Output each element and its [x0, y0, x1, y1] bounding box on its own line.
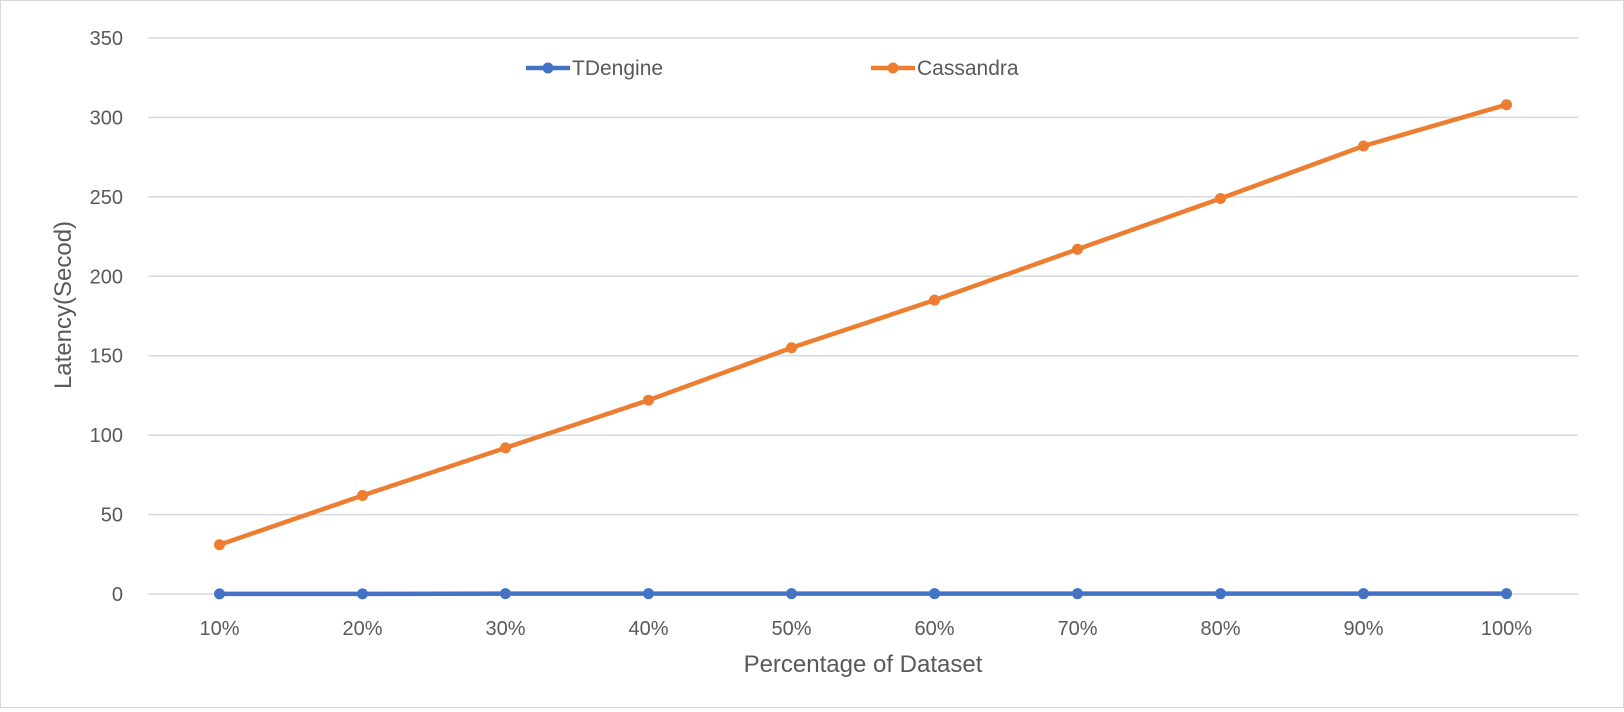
data-point	[1215, 588, 1226, 599]
y-tick-label: 0	[112, 584, 123, 606]
series-tdengine	[214, 588, 1512, 599]
x-tick-label: 50%	[771, 618, 811, 640]
x-tick-label: 30%	[485, 618, 525, 640]
data-point	[357, 490, 368, 501]
y-tick-label: 100	[90, 425, 123, 447]
x-tick-label: 90%	[1343, 618, 1383, 640]
data-point	[214, 588, 225, 599]
x-tick-label: 40%	[628, 618, 668, 640]
x-axis-ticks: 10% 20% 30% 40% 50% 60% 70% 80% 90% 100%	[199, 618, 1532, 640]
series-layer	[214, 99, 1512, 599]
series-cassandra	[214, 99, 1512, 550]
legend-label: TDengine	[572, 57, 663, 80]
data-point	[500, 442, 511, 453]
data-point	[786, 342, 797, 353]
data-point	[1072, 244, 1083, 255]
legend-item: TDengine	[526, 57, 663, 80]
data-point	[786, 588, 797, 599]
legend-item: Cassandra	[871, 57, 1019, 80]
x-axis-title: Percentage of Dataset	[744, 651, 983, 678]
data-point	[500, 588, 511, 599]
data-point	[643, 395, 654, 406]
series-line	[220, 105, 1507, 545]
y-tick-label: 150	[90, 346, 123, 368]
data-point	[643, 588, 654, 599]
data-point	[214, 539, 225, 550]
x-tick-label: 10%	[199, 618, 239, 640]
legend-label: Cassandra	[917, 57, 1019, 80]
data-point	[1215, 193, 1226, 204]
data-point	[1501, 99, 1512, 110]
y-tick-label: 200	[90, 266, 123, 288]
y-tick-label: 300	[90, 107, 123, 129]
data-point	[929, 295, 940, 306]
legend-swatch-marker	[543, 63, 554, 74]
x-tick-label: 80%	[1200, 618, 1240, 640]
x-tick-label: 100%	[1481, 618, 1532, 640]
x-tick-label: 70%	[1057, 618, 1097, 640]
data-point	[1501, 588, 1512, 599]
legend-swatch-marker	[888, 63, 899, 74]
data-point	[1072, 588, 1083, 599]
data-point	[357, 588, 368, 599]
y-tick-label: 50	[101, 505, 123, 527]
gridlines	[148, 38, 1578, 594]
legend: TDengine Cassandra	[526, 57, 1019, 80]
y-tick-label: 350	[90, 28, 123, 50]
data-point	[929, 588, 940, 599]
data-point	[1358, 141, 1369, 152]
y-tick-label: 250	[90, 187, 123, 209]
y-axis-ticks: 0 50 100 150 200 250 300 350	[90, 28, 123, 606]
y-axis-title: Latency(Secod)	[50, 221, 77, 389]
x-tick-label: 60%	[914, 618, 954, 640]
x-tick-label: 20%	[342, 618, 382, 640]
data-point	[1358, 588, 1369, 599]
